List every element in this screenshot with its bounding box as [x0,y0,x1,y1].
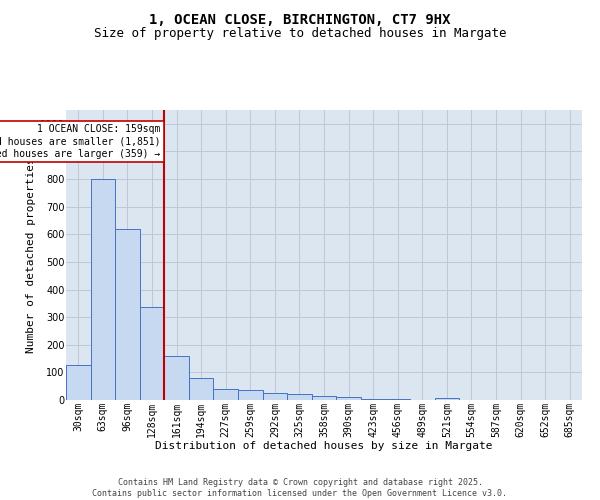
X-axis label: Distribution of detached houses by size in Margate: Distribution of detached houses by size … [155,441,493,451]
Bar [164,356,189,400]
Y-axis label: Number of detached properties: Number of detached properties [26,157,36,353]
Bar [140,308,164,400]
Bar [214,389,238,400]
Bar [66,366,91,400]
Text: 1, OCEAN CLOSE, BIRCHINGTON, CT7 9HX: 1, OCEAN CLOSE, BIRCHINGTON, CT7 9HX [149,12,451,26]
Bar [115,229,140,400]
Bar [263,393,287,400]
Bar [385,398,410,400]
Bar [361,398,385,400]
Text: 1 OCEAN CLOSE: 159sqm
← 83% of detached houses are smaller (1,851)
16% of semi-d: 1 OCEAN CLOSE: 159sqm ← 83% of detached … [0,124,161,158]
Bar [189,378,214,400]
Bar [238,390,263,400]
Bar [336,397,361,400]
Text: Size of property relative to detached houses in Margate: Size of property relative to detached ho… [94,28,506,40]
Bar [434,398,459,400]
Bar [287,394,312,400]
Bar [312,396,336,400]
Bar [91,179,115,400]
Text: Contains HM Land Registry data © Crown copyright and database right 2025.
Contai: Contains HM Land Registry data © Crown c… [92,478,508,498]
